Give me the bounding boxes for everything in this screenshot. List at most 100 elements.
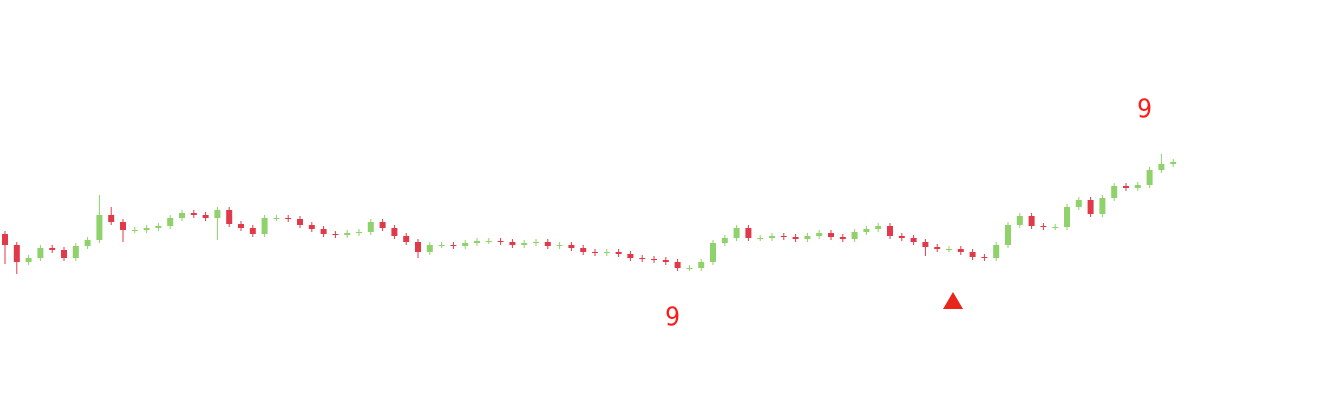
candle-body <box>202 215 209 218</box>
signal-marker <box>943 292 963 309</box>
candle-body <box>179 213 185 218</box>
candle-body <box>2 234 8 245</box>
candle-body <box>1123 186 1129 188</box>
candle-body <box>851 232 858 239</box>
candle-body <box>533 242 539 243</box>
candle-body <box>934 247 941 249</box>
candle-body <box>733 228 740 238</box>
candle-body <box>426 245 433 252</box>
candle-body <box>367 222 374 232</box>
candle-body <box>485 241 492 242</box>
candle-body <box>1052 227 1059 228</box>
candle-body <box>391 228 398 236</box>
candle-body <box>521 243 528 245</box>
candle-body <box>745 228 752 238</box>
candle-body <box>61 250 67 258</box>
candle-body <box>143 228 150 230</box>
candle-body <box>769 236 775 238</box>
candle-body <box>969 252 976 257</box>
candle-body <box>249 228 256 234</box>
candle-body <box>792 237 799 239</box>
candle-body <box>580 248 587 252</box>
candle-body <box>415 242 421 252</box>
candle-body <box>226 210 233 224</box>
candle-body <box>957 249 964 252</box>
candle-body <box>72 246 79 258</box>
candle-body <box>1158 164 1165 170</box>
candle-body <box>910 238 917 242</box>
candle-body <box>214 210 221 218</box>
candle-body <box>721 238 728 243</box>
candle-body <box>49 248 56 250</box>
candle-body <box>1111 186 1118 198</box>
candle-body <box>757 238 764 239</box>
candle-body <box>828 233 834 237</box>
candle-body <box>261 218 268 234</box>
signal-label: 9 <box>665 303 680 333</box>
candle-body <box>615 252 622 254</box>
candle-body <box>403 236 410 242</box>
candle-body <box>1028 216 1035 226</box>
candle-body <box>674 262 681 268</box>
candle-body <box>651 259 657 260</box>
candle-body <box>497 241 504 242</box>
candle-body <box>698 262 705 268</box>
candle-body <box>780 236 787 237</box>
candle-body <box>356 232 362 233</box>
candle-body <box>662 260 669 262</box>
candle-body <box>898 236 905 238</box>
candle-body <box>1016 216 1023 225</box>
candle-body <box>379 222 386 228</box>
candle-body <box>839 237 846 239</box>
candle-body <box>887 226 893 236</box>
candle-body <box>922 242 929 247</box>
candle-body <box>981 257 988 258</box>
candle-body <box>190 213 197 215</box>
candle-body <box>84 240 91 246</box>
candle-body <box>462 243 469 246</box>
candle-body <box>1005 225 1011 245</box>
candle-body <box>13 245 20 262</box>
candle-body <box>603 252 610 253</box>
candle-body <box>238 224 244 228</box>
candle-body <box>450 245 457 246</box>
candle-body <box>297 219 303 225</box>
candle-body <box>592 252 598 253</box>
candle-body <box>627 254 634 258</box>
candle-body <box>816 233 823 236</box>
candle-body <box>96 215 103 240</box>
candle-body <box>308 225 315 229</box>
candle-body <box>131 230 138 231</box>
candle-body <box>25 258 32 262</box>
candle-body <box>639 258 646 259</box>
candle-body <box>1087 200 1094 214</box>
candle-body <box>544 242 551 246</box>
candle-body <box>568 245 575 248</box>
candle-body <box>37 248 44 258</box>
candle-body <box>1040 226 1047 227</box>
candle-body <box>1064 207 1070 227</box>
candle-body <box>686 268 693 269</box>
candle-body <box>804 236 811 239</box>
candle-body <box>332 234 339 235</box>
signal-label: 9 <box>1137 95 1152 125</box>
candle-body <box>946 249 952 250</box>
candle-body <box>167 218 174 226</box>
candle-body <box>509 242 516 245</box>
candle-body <box>863 229 870 232</box>
candle-body <box>1099 198 1106 214</box>
candle-body <box>1134 185 1141 188</box>
candle-body <box>474 241 480 243</box>
candle-body <box>1146 170 1153 185</box>
candle-body <box>1075 200 1082 207</box>
candle-body <box>344 233 351 235</box>
candle-body <box>993 245 1000 258</box>
candle-body <box>155 226 162 228</box>
candle-body <box>438 245 445 246</box>
candle-body <box>320 229 327 234</box>
candle-body <box>710 243 716 262</box>
candle-body <box>556 245 563 246</box>
candle-body <box>108 215 115 222</box>
candle-body <box>120 222 126 230</box>
